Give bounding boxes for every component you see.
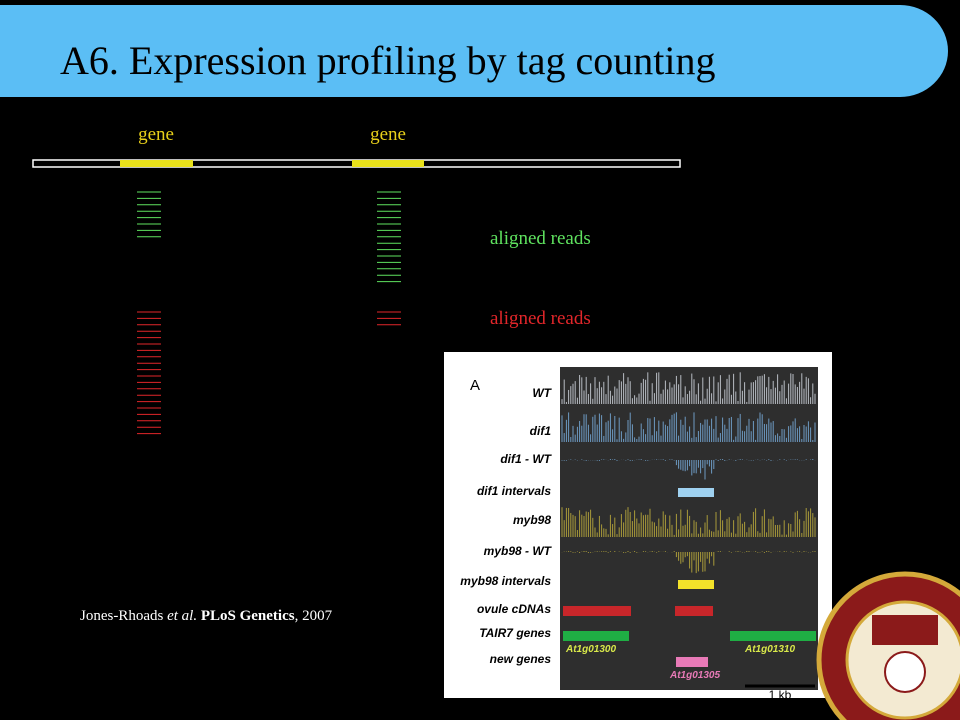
interval: [678, 580, 714, 589]
gene-name: At1g01310: [744, 644, 795, 655]
track-label: dif1 - WT: [500, 452, 552, 466]
track-label: TAIR7 genes: [479, 626, 551, 640]
citation: Jones-Rhoads et al. PLoS Genetics, 2007: [80, 608, 333, 624]
seal-book: [884, 651, 926, 693]
gene-model: [730, 631, 816, 641]
scale-label: 1 kb: [769, 688, 792, 702]
title: A6. Expression profiling by tag counting: [60, 38, 715, 83]
citation-authors: Jones-Rhoads: [80, 608, 163, 624]
read-label: aligned reads: [490, 308, 591, 329]
tracks: WT dif1 dif1 - WT dif1 intervals myb98 myb98 …: [460, 372, 816, 681]
gene-name: At1g01300: [565, 644, 616, 655]
track-label: dif1: [530, 424, 552, 438]
gene-label: gene: [138, 124, 174, 145]
cdna: [675, 606, 713, 616]
track-label: myb98: [513, 513, 551, 527]
gene-segment: [120, 160, 193, 167]
citation-journal: PLoS Genetics: [201, 608, 295, 624]
panel-label: A: [470, 377, 480, 394]
cdna: [563, 606, 631, 616]
track-label: new genes: [490, 652, 552, 666]
seal-crest: [872, 615, 938, 645]
track-label: ovule cDNAs: [477, 602, 551, 616]
gene-name: At1g01305: [669, 670, 720, 681]
seal: [816, 571, 960, 720]
gene-model: [563, 631, 629, 641]
track-label: myb98 intervals: [460, 574, 551, 588]
track-label: WT: [532, 386, 552, 400]
title-bar: [0, 5, 948, 97]
new-gene: [676, 657, 708, 667]
track-label: dif1 intervals: [477, 484, 551, 498]
citation-etal: et al.: [167, 608, 197, 624]
gene-label: gene: [370, 124, 406, 145]
gene-segment: [352, 160, 424, 167]
track-label: myb98 - WT: [484, 544, 553, 558]
read-label: aligned reads: [490, 228, 591, 249]
citation-year: , 2007: [295, 608, 333, 624]
reads: [137, 191, 401, 435]
interval: [678, 488, 714, 497]
